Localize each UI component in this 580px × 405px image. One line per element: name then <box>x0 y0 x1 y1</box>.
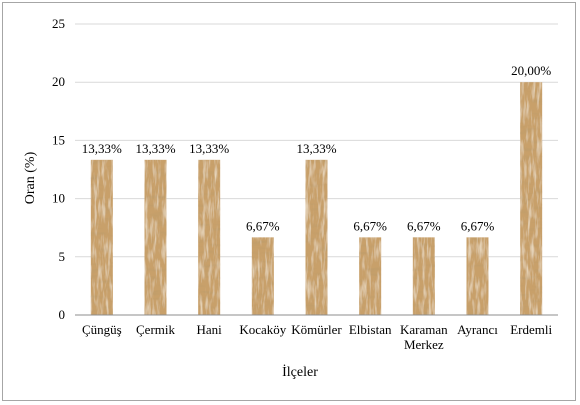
x-tick-label: Elbistan <box>349 322 392 337</box>
y-tick-label: 0 <box>59 307 66 322</box>
x-tick-label: Ayrancı <box>457 322 498 337</box>
y-tick-label: 10 <box>52 191 65 206</box>
bar <box>466 237 489 315</box>
bar <box>359 237 382 315</box>
y-tick-label: 5 <box>59 249 66 264</box>
x-tick-label: Çermik <box>136 322 175 337</box>
bar <box>198 159 221 315</box>
y-tick-label: 15 <box>52 132 65 147</box>
bar <box>520 82 543 315</box>
bar <box>412 237 435 315</box>
x-tick-label: Hani <box>197 322 223 337</box>
data-label: 13,33% <box>135 141 175 156</box>
y-axis-title: Oran (%) <box>23 151 38 204</box>
data-labels: 13,33% 13,33% 13,33% 6,67% 13,33% 6,67% 6,67% 6… <box>82 63 552 233</box>
bar <box>90 159 113 315</box>
x-tick-label: Karaman <box>400 322 448 337</box>
bar <box>305 159 328 315</box>
x-tick-label: Çüngüş <box>82 322 122 337</box>
x-tick-label: Kömürler <box>291 322 342 337</box>
bar <box>251 237 274 315</box>
y-tick-label: 25 <box>52 16 65 31</box>
data-label: 13,33% <box>189 141 229 156</box>
data-label: 6,67% <box>246 218 280 233</box>
data-label: 13,33% <box>82 141 122 156</box>
y-tick-label: 20 <box>52 74 65 89</box>
x-tick-labels: Çüngüş Çermik Hani Kocaköy Kömürler Elbistan K… <box>82 322 553 352</box>
x-axis-title: İlçeler <box>282 364 318 380</box>
y-tick-labels: 0 5 10 15 20 25 <box>52 16 65 322</box>
bar <box>144 159 167 315</box>
data-label: 6,67% <box>407 218 441 233</box>
data-label: 13,33% <box>296 141 336 156</box>
data-label: 20,00% <box>511 63 551 78</box>
data-label: 6,67% <box>353 218 387 233</box>
bars <box>90 82 543 315</box>
data-label: 6,67% <box>461 218 495 233</box>
x-tick-label: Kocaköy <box>239 322 286 337</box>
x-tick-label: Merkez <box>404 337 444 352</box>
x-tick-label: Erdemli <box>510 322 552 337</box>
